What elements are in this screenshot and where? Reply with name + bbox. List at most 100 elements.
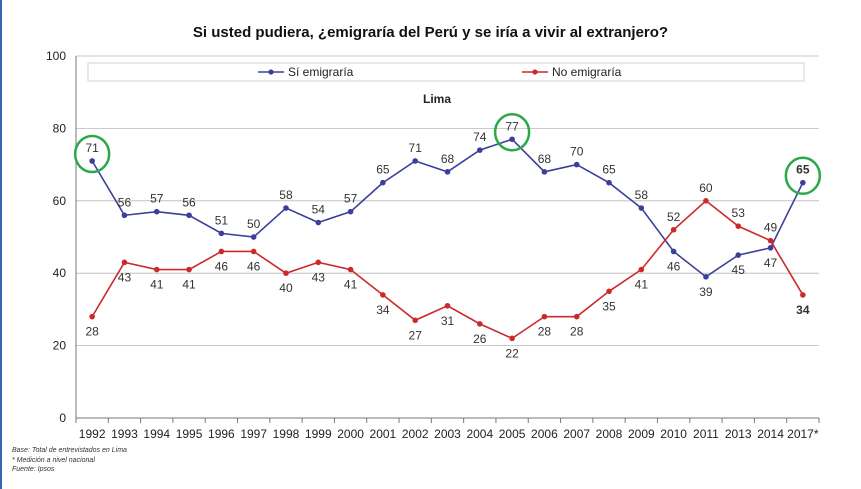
data-label: 58 — [635, 188, 649, 202]
highlight-layer — [73, 113, 822, 195]
data-point — [541, 169, 548, 175]
data-label: 65 — [376, 163, 390, 177]
data-label: 45 — [732, 263, 746, 277]
data-label: 53 — [732, 206, 746, 220]
y-tick-label: 0 — [59, 411, 66, 425]
data-point — [606, 179, 612, 186]
data-point — [703, 274, 709, 280]
data-label: 68 — [538, 152, 552, 166]
data-label: 56 — [118, 195, 132, 209]
data-point — [186, 212, 192, 219]
x-tick-label: 1997 — [240, 427, 267, 441]
y-tick-label: 60 — [53, 194, 67, 208]
data-point — [735, 252, 742, 258]
legend-box — [87, 62, 805, 82]
data-label: 71 — [409, 141, 423, 155]
x-tick-label: 1995 — [176, 427, 203, 441]
data-point — [606, 288, 612, 295]
data-point — [638, 266, 645, 273]
data-label: 56 — [182, 195, 196, 209]
data-label: 50 — [247, 217, 261, 231]
data-label: 34 — [796, 303, 810, 317]
data-label: 57 — [344, 192, 358, 206]
data-label: 28 — [570, 325, 584, 339]
data-label: 41 — [150, 278, 164, 292]
x-tick-label: 1998 — [273, 427, 300, 441]
series-layer — [89, 136, 806, 342]
legend-swatch-marker — [268, 69, 274, 75]
data-label: 68 — [441, 152, 455, 166]
x-tick-label: 2007 — [563, 427, 590, 441]
data-point — [573, 161, 580, 168]
y-tick-label: 40 — [53, 266, 67, 280]
x-tick-label: 1996 — [208, 427, 235, 441]
data-point — [153, 208, 160, 215]
highlight-circle — [493, 113, 531, 152]
data-label: 41 — [182, 278, 196, 292]
data-point — [347, 208, 354, 215]
data-point — [283, 205, 289, 211]
data-point — [89, 158, 95, 164]
data-point — [509, 136, 515, 143]
data-point — [541, 313, 548, 320]
data-label: 35 — [602, 299, 616, 313]
data-point — [767, 245, 774, 251]
data-label: 28 — [85, 325, 99, 339]
data-label: 28 — [538, 325, 552, 339]
data-point — [121, 259, 128, 266]
data-point — [89, 313, 95, 320]
data-point — [444, 302, 451, 309]
data-label: 71 — [85, 141, 99, 155]
x-tick-label: 2008 — [596, 427, 623, 441]
footnote-base: Base: Total de entrevistados en Lima — [12, 447, 127, 454]
footnote-nacional: * Medición a nivel nacional — [12, 456, 95, 464]
data-label: 43 — [312, 270, 326, 284]
data-label: 40 — [279, 281, 293, 295]
data-point — [444, 169, 451, 175]
axis-layer: 0 20 40 60 80 100 1992 1993 1994 1995 1996 1997 1998… — [46, 49, 820, 441]
data-label: 58 — [279, 188, 293, 202]
data-point — [735, 223, 742, 229]
data-point — [703, 198, 709, 204]
data-point — [218, 230, 225, 237]
x-tick-label: 2013 — [725, 427, 752, 441]
data-point — [250, 248, 257, 255]
data-point — [250, 234, 257, 240]
data-point — [800, 292, 806, 298]
data-label: 57 — [150, 192, 164, 206]
footnotes: Base: Total de entrevistados en Lima * M… — [12, 446, 127, 475]
data-point — [380, 292, 386, 298]
data-label: 46 — [215, 259, 229, 273]
data-point — [477, 321, 483, 327]
data-point — [670, 226, 677, 233]
data-point — [218, 248, 225, 255]
x-tick-label: 2003 — [434, 427, 461, 441]
data-point — [638, 205, 645, 211]
y-tick-label: 20 — [53, 339, 67, 353]
x-tick-label: 2005 — [499, 427, 526, 441]
chart-title: Si usted pudiera, ¿emigraría del Perú y … — [192, 24, 669, 41]
data-label: 70 — [570, 145, 584, 159]
data-label: 51 — [215, 213, 229, 227]
x-tick-label: 2014 — [757, 427, 784, 441]
data-label: 41 — [344, 278, 358, 292]
legend: Sí emigraría No emigraría — [87, 62, 805, 82]
data-point — [767, 237, 774, 244]
data-point — [315, 219, 322, 226]
data-label: 31 — [441, 314, 455, 328]
x-tick-label: 2000 — [337, 427, 364, 441]
data-label: 22 — [505, 346, 519, 360]
data-point — [153, 266, 160, 273]
data-point — [573, 313, 580, 320]
x-tick-label: 2011 — [693, 427, 719, 441]
data-label: 41 — [635, 278, 649, 292]
highlight-circle — [73, 134, 111, 174]
data-point — [121, 212, 128, 219]
data-point — [283, 270, 289, 277]
grid-layer — [76, 55, 819, 347]
legend-label: No emigraría — [552, 65, 622, 79]
data-point — [186, 266, 192, 273]
x-tick-label: 2001 — [370, 427, 397, 441]
